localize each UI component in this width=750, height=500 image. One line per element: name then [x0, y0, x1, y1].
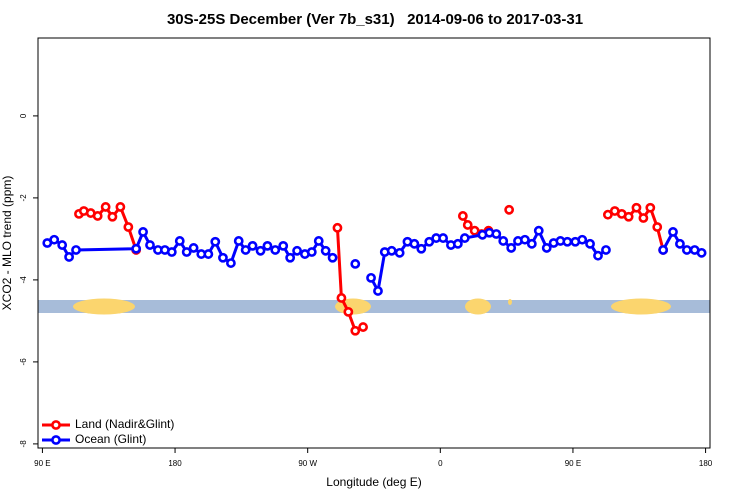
data-point	[49, 234, 60, 245]
data-point	[373, 286, 383, 296]
data-point	[366, 272, 376, 283]
data-point	[336, 293, 347, 303]
data-point	[100, 202, 111, 212]
data-point	[438, 233, 449, 243]
y-tick-label: -4	[19, 276, 28, 284]
data-point	[233, 236, 244, 246]
data-point	[394, 247, 405, 258]
data-point	[577, 234, 588, 245]
y-tick-label: 0	[19, 113, 28, 118]
data-point	[188, 243, 199, 253]
data-point	[145, 240, 155, 250]
y-axis-label: XCO2 - MLO trend (ppm)	[0, 176, 14, 311]
legend: Land (Nadir&Glint)Ocean (Glint)	[42, 417, 174, 446]
data-point	[285, 252, 296, 263]
data-point	[585, 238, 595, 249]
data-point	[520, 234, 530, 245]
data-point	[107, 211, 118, 222]
data-point	[306, 247, 317, 257]
data-point	[681, 245, 692, 255]
data-point	[593, 250, 603, 261]
data-point	[358, 322, 368, 332]
data-point	[602, 209, 613, 220]
data-point	[562, 236, 573, 247]
plot-frame	[37, 37, 711, 449]
data-point	[658, 245, 669, 255]
data-point	[210, 236, 221, 247]
data-point	[203, 249, 214, 259]
data-point	[131, 243, 142, 254]
data-point	[240, 245, 251, 255]
x-tick-label: 180	[699, 459, 713, 468]
plot-area	[42, 202, 707, 336]
data-point	[166, 247, 177, 257]
data-point	[696, 247, 707, 258]
data-point	[462, 220, 473, 230]
data-point	[652, 222, 663, 232]
data-point	[71, 245, 81, 255]
surface-band	[38, 300, 710, 313]
legend-marker	[51, 420, 61, 430]
data-point	[292, 245, 302, 256]
legend-label: Ocean (Glint)	[75, 432, 146, 446]
chart-title: 30S-25S December (Ver 7b_s31) 2014-09-06…	[167, 11, 583, 28]
data-point	[181, 247, 192, 257]
data-point	[623, 211, 634, 222]
legend-label: Land (Nadir&Glint)	[75, 417, 174, 431]
data-point	[327, 252, 338, 263]
x-axis-label: Longitude (deg E)	[326, 475, 421, 489]
data-point	[262, 240, 273, 251]
data-point	[668, 227, 678, 237]
data-point	[115, 202, 126, 212]
data-point	[498, 236, 509, 246]
data-point	[409, 238, 420, 249]
x-tick-label: 90 E	[34, 459, 50, 468]
data-point	[92, 211, 103, 221]
data-point	[504, 204, 515, 215]
data-point	[631, 202, 642, 213]
x-tick-label: 180	[168, 459, 182, 468]
x-tick-label: 90 W	[298, 459, 317, 468]
data-point	[526, 238, 537, 249]
data-point	[174, 236, 185, 246]
data-point	[255, 245, 266, 256]
data-point	[601, 245, 611, 255]
data-point	[320, 245, 331, 256]
data-point	[638, 213, 649, 223]
data-point	[645, 202, 656, 213]
data-point	[675, 238, 685, 249]
data-point	[533, 225, 544, 236]
x-tick-label: 90 E	[565, 459, 581, 468]
data-point	[332, 222, 343, 233]
data-point	[247, 240, 258, 251]
data-point	[386, 245, 397, 256]
data-point	[452, 238, 463, 249]
data-point	[506, 243, 517, 253]
data-point	[350, 259, 361, 269]
data-point	[123, 222, 134, 232]
legend-marker	[51, 435, 61, 445]
data-point	[278, 240, 289, 251]
data-point	[541, 243, 552, 253]
data-point	[218, 252, 228, 263]
data-point	[424, 236, 435, 247]
data-point	[343, 306, 354, 317]
x-tick-label: 0	[438, 459, 443, 468]
data-point	[270, 245, 281, 255]
data-point	[64, 252, 74, 262]
data-point	[459, 233, 470, 243]
data-point	[416, 243, 427, 254]
y-tick-label: -2	[19, 194, 28, 202]
data-point	[313, 236, 324, 246]
data-point	[350, 325, 361, 336]
data-point	[57, 240, 68, 250]
data-point	[226, 258, 236, 268]
data-point	[138, 227, 148, 237]
data-point	[457, 211, 468, 221]
data-point	[491, 229, 502, 239]
y-tick-label: -6	[19, 358, 28, 366]
y-tick-label: -8	[19, 440, 28, 448]
